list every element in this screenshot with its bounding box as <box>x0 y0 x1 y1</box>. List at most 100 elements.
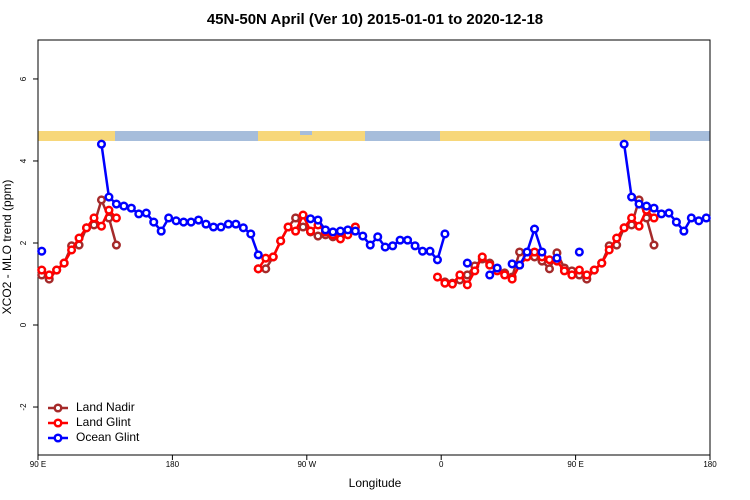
data-point <box>104 205 114 215</box>
data-point <box>701 213 711 223</box>
data-point <box>529 247 540 257</box>
data-point <box>410 241 420 251</box>
data-point <box>231 219 241 229</box>
data-point <box>507 259 517 269</box>
data-point <box>477 252 487 262</box>
data-point <box>649 240 659 250</box>
data-point <box>515 247 525 257</box>
data-point <box>208 222 219 232</box>
data-point <box>268 252 278 262</box>
data-point <box>462 270 472 280</box>
data-point <box>96 139 107 149</box>
data-point <box>134 209 144 219</box>
data-point <box>388 241 398 251</box>
data-point <box>619 223 629 233</box>
data-point <box>261 264 271 274</box>
data-point <box>343 225 353 235</box>
legend-label: Ocean Glint <box>76 430 140 444</box>
data-point <box>597 258 607 268</box>
data-point <box>403 235 413 245</box>
data-point <box>216 222 226 232</box>
data-point <box>313 215 323 225</box>
data-point <box>470 266 480 276</box>
data-point <box>574 265 584 275</box>
data-point <box>201 219 211 229</box>
data-point <box>671 217 681 227</box>
data-point <box>604 245 614 255</box>
data-point <box>246 229 256 239</box>
plot-frame <box>37 39 711 456</box>
data-point <box>335 234 345 244</box>
y-tick-label: -2 <box>19 403 28 411</box>
data-point <box>276 236 286 246</box>
data-point <box>313 231 323 241</box>
data-point <box>567 270 577 280</box>
data-point <box>238 223 248 233</box>
data-point <box>649 203 659 213</box>
legend-label: Land Glint <box>76 415 131 429</box>
data-point <box>81 223 92 233</box>
legend-label: Land Nadir <box>76 400 135 414</box>
legend-marker <box>53 433 63 443</box>
data-point <box>492 263 502 273</box>
data-point <box>320 225 331 235</box>
data-point <box>74 233 84 243</box>
data-point <box>462 280 472 290</box>
data-point <box>641 201 652 211</box>
data-point <box>574 247 584 257</box>
data-point <box>440 229 450 239</box>
data-point <box>283 222 293 232</box>
data-point <box>141 208 151 218</box>
data-point <box>485 270 495 280</box>
data-point <box>694 216 704 226</box>
data-point <box>44 270 54 280</box>
data-point <box>164 213 174 223</box>
x-tick-label: 90 W <box>297 460 316 469</box>
data-point <box>111 240 121 250</box>
legend-marker <box>53 418 63 428</box>
data-point <box>253 264 263 274</box>
data-point <box>59 258 69 268</box>
data-point <box>328 227 338 237</box>
data-point <box>447 279 457 289</box>
data-point <box>395 235 405 245</box>
data-point <box>589 265 599 275</box>
data-point <box>104 192 114 202</box>
data-point <box>291 213 301 223</box>
data-point <box>37 265 47 275</box>
data-point <box>612 233 622 243</box>
data-point <box>522 247 532 257</box>
data-point <box>544 264 555 274</box>
data-point <box>358 231 368 241</box>
data-point <box>619 139 629 149</box>
data-point <box>462 258 472 268</box>
series-line <box>100 143 707 276</box>
data-point <box>634 221 644 231</box>
data-point <box>425 246 435 256</box>
x-axis-label: Longitude <box>349 476 402 490</box>
data-point <box>193 215 204 225</box>
data-point <box>559 266 569 276</box>
data-point <box>350 226 360 236</box>
data-point <box>298 210 308 220</box>
data-point <box>686 213 696 223</box>
data-point <box>455 270 465 280</box>
y-tick-label: 2 <box>19 240 28 245</box>
y-tick-label: 4 <box>19 158 28 163</box>
data-point <box>552 253 562 263</box>
data-point <box>432 255 443 265</box>
data-point <box>544 255 555 265</box>
data-point <box>500 270 510 280</box>
data-point <box>37 246 47 256</box>
data-point <box>507 274 517 284</box>
chart-title: 45N-50N April (Ver 10) 2015-01-01 to 202… <box>207 11 543 28</box>
data-point <box>111 199 121 209</box>
data-point <box>417 246 428 256</box>
data-point <box>171 216 181 226</box>
data-point <box>179 217 189 227</box>
data-point <box>305 226 316 236</box>
data-point <box>253 250 263 260</box>
data-point <box>119 201 129 211</box>
data-point <box>679 226 689 236</box>
data-point <box>89 213 99 223</box>
